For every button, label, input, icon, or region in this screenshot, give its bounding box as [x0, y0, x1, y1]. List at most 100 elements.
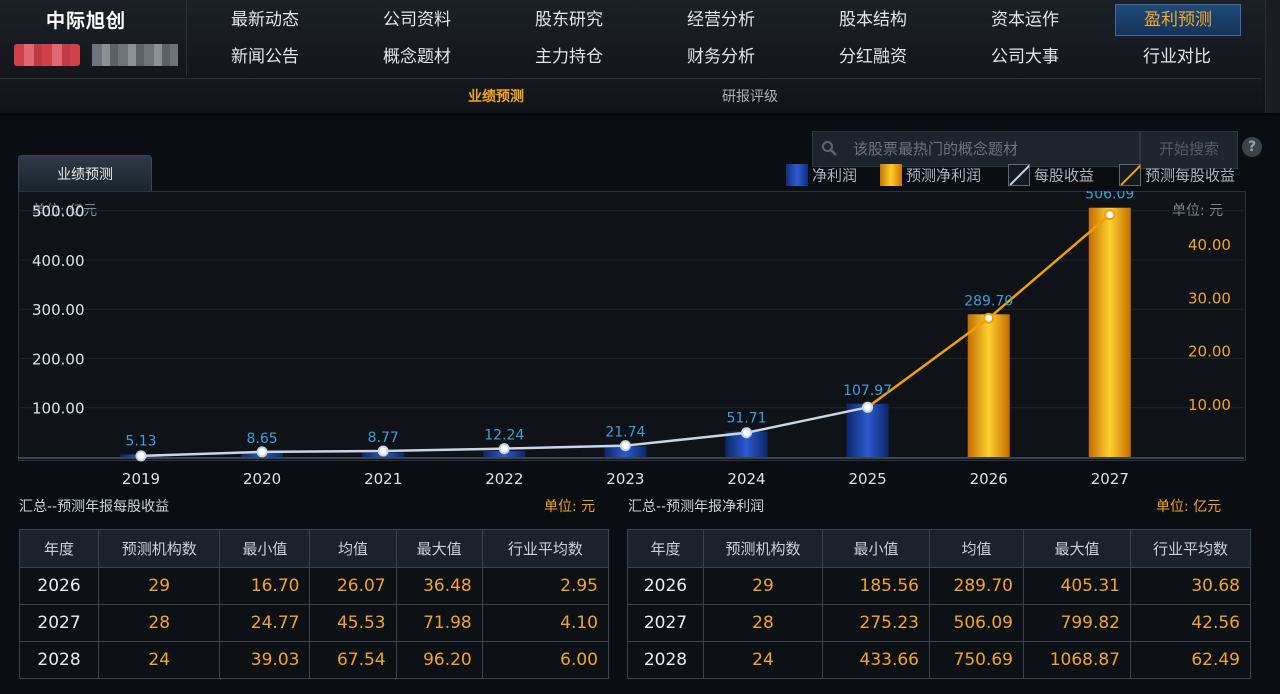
- cell-industry-avg: 2.95: [481, 567, 610, 605]
- legend-label: 净利润: [812, 166, 858, 185]
- subtab-performance-forecast[interactable]: 业绩预测: [468, 89, 524, 105]
- col-institution-count: 预测机构数: [703, 529, 823, 568]
- nav-dividend-financing[interactable]: 分红融资: [839, 47, 907, 67]
- legend-forecast-net-profit[interactable]: 预测净利润: [880, 164, 981, 188]
- nav-latest-news[interactable]: 最新动态: [231, 10, 299, 30]
- cell-mean: 67.54: [309, 641, 397, 679]
- profit-summary-unit: 单位: 亿元: [1156, 499, 1222, 515]
- cell-count: 28: [98, 604, 221, 642]
- col-min: 最小值: [219, 529, 311, 568]
- cell-min: 275.23: [822, 604, 930, 642]
- eps-point: [862, 401, 874, 413]
- search-button[interactable]: 开始搜索: [1140, 131, 1238, 169]
- x-axis-tick-label: 2026: [970, 470, 1008, 488]
- search-input[interactable]: [851, 136, 1135, 162]
- x-axis-tick-label: 2023: [606, 470, 644, 488]
- cell-year: 2027: [627, 604, 704, 642]
- cell-count: 24: [98, 641, 221, 679]
- cell-min: 185.56: [822, 567, 930, 605]
- scrollbar[interactable]: [1265, 0, 1280, 113]
- x-axis-tick-label: 2019: [122, 470, 160, 488]
- nav-operation-analysis[interactable]: 经营分析: [687, 10, 755, 30]
- left-axis-tick-label: 400.00: [32, 252, 85, 270]
- help-icon[interactable]: ?: [1242, 137, 1262, 157]
- nav-financial-analysis[interactable]: 财务分析: [687, 47, 755, 67]
- x-axis-tick-label: 2021: [364, 470, 402, 488]
- cell-mean: 506.09: [929, 604, 1024, 642]
- right-axis-tick-label: 30.00: [1188, 289, 1231, 307]
- cell-mean: 289.70: [929, 567, 1024, 605]
- forecast-bar-swatch-icon: [880, 164, 902, 186]
- right-axis-tick-label: 40.00: [1188, 236, 1231, 254]
- bar-data-label: 51.71: [726, 411, 766, 427]
- forecast-net-profit-bar: [967, 314, 1010, 457]
- eps-summary-unit: 单位: 元: [544, 499, 596, 515]
- legend-net-profit[interactable]: 净利润: [786, 164, 857, 188]
- left-axis-tick-label: 200.00: [32, 350, 85, 368]
- cell-max: 71.98: [395, 604, 483, 642]
- table-row: 2026 29 185.56 289.70 405.31 30.68: [627, 567, 1251, 605]
- col-mean: 均值: [309, 529, 397, 568]
- cell-industry-avg: 30.68: [1130, 567, 1251, 605]
- col-min: 最小值: [822, 529, 930, 568]
- bar-data-label: 5.13: [125, 433, 156, 449]
- cell-mean: 26.07: [309, 567, 397, 605]
- subtab-research-ratings[interactable]: 研报评级: [722, 89, 778, 105]
- forecast-eps-point: [1104, 209, 1116, 221]
- cell-min: 39.03: [219, 641, 311, 679]
- nav-profit-forecast[interactable]: 盈利预测: [1115, 4, 1241, 36]
- tab-performance-forecast[interactable]: 业绩预测: [18, 155, 152, 192]
- nav-shareholder-research[interactable]: 股东研究: [535, 10, 603, 30]
- nav-company-profile[interactable]: 公司资料: [383, 10, 451, 30]
- nav-capital-operation[interactable]: 资本运作: [991, 10, 1059, 30]
- nav-industry-comparison[interactable]: 行业对比: [1143, 47, 1211, 67]
- cell-max: 405.31: [1023, 567, 1131, 605]
- eps-point: [135, 450, 147, 462]
- cell-max: 36.48: [395, 567, 483, 605]
- nav-main-holdings[interactable]: 主力持仓: [535, 47, 603, 67]
- nav-company-events[interactable]: 公司大事: [991, 47, 1059, 67]
- cell-max: 96.20: [395, 641, 483, 679]
- profit-summary-title: 汇总--预测年报净利润: [628, 499, 765, 515]
- x-axis-tick-label: 2020: [243, 470, 281, 488]
- legend-label: 每股收益: [1034, 166, 1095, 185]
- forecast-eps-line-swatch-icon: [1119, 164, 1141, 186]
- cell-industry-avg: 62.49: [1130, 641, 1251, 679]
- eps-point: [256, 446, 268, 458]
- table-row: 2027 28 24.77 45.53 71.98 4.10: [18, 604, 610, 642]
- netprofit-bar-swatch-icon: [786, 164, 808, 186]
- legend-label: 预测净利润: [906, 166, 982, 185]
- cell-mean: 45.53: [309, 604, 397, 642]
- cell-min: 433.66: [822, 641, 930, 679]
- col-year: 年度: [627, 529, 704, 568]
- stock-brand: 中际旭创: [0, 0, 187, 76]
- table-header-row: 年度 预测机构数 最小值 均值 最大值 行业平均数: [18, 529, 610, 568]
- redacted-price-block: [92, 44, 178, 66]
- legend-eps[interactable]: 每股收益: [1008, 164, 1094, 188]
- concept-search-box: [812, 131, 1140, 167]
- col-mean: 均值: [929, 529, 1024, 568]
- table-header-row: 年度 预测机构数 最小值 均值 最大值 行业平均数: [627, 529, 1251, 568]
- cell-min: 16.70: [219, 567, 311, 605]
- nav-announcements[interactable]: 新闻公告: [231, 47, 299, 67]
- nav-equity-structure[interactable]: 股本结构: [839, 10, 907, 30]
- forecast-net-profit-bar: [1088, 207, 1131, 457]
- performance-forecast-chart: 500.00 400.00 300.00 200.00 100.00 40.00 30.00…: [18, 191, 1244, 488]
- bar-data-label: 8.77: [368, 430, 399, 446]
- bar-data-label: 107.97: [843, 383, 892, 399]
- nav-concepts[interactable]: 概念题材: [383, 47, 451, 67]
- cell-year: 2028: [18, 641, 100, 679]
- col-industry-avg: 行业平均数: [481, 529, 610, 568]
- sub-navigation: 业绩预测 研报评级: [0, 78, 1262, 111]
- chart-plot-area: [18, 191, 1246, 461]
- eps-point: [619, 440, 631, 452]
- legend-forecast-eps[interactable]: 预测每股收益: [1119, 164, 1235, 188]
- redacted-code-block: [14, 44, 80, 66]
- cell-year: 2026: [18, 567, 100, 605]
- right-axis-tick-label: 10.00: [1188, 396, 1231, 414]
- cell-year: 2026: [627, 567, 704, 605]
- forecast-eps-point: [983, 312, 995, 324]
- bar-data-label: 21.74: [605, 425, 645, 441]
- cell-year: 2028: [627, 641, 704, 679]
- x-axis-tick-label: 2024: [727, 470, 765, 488]
